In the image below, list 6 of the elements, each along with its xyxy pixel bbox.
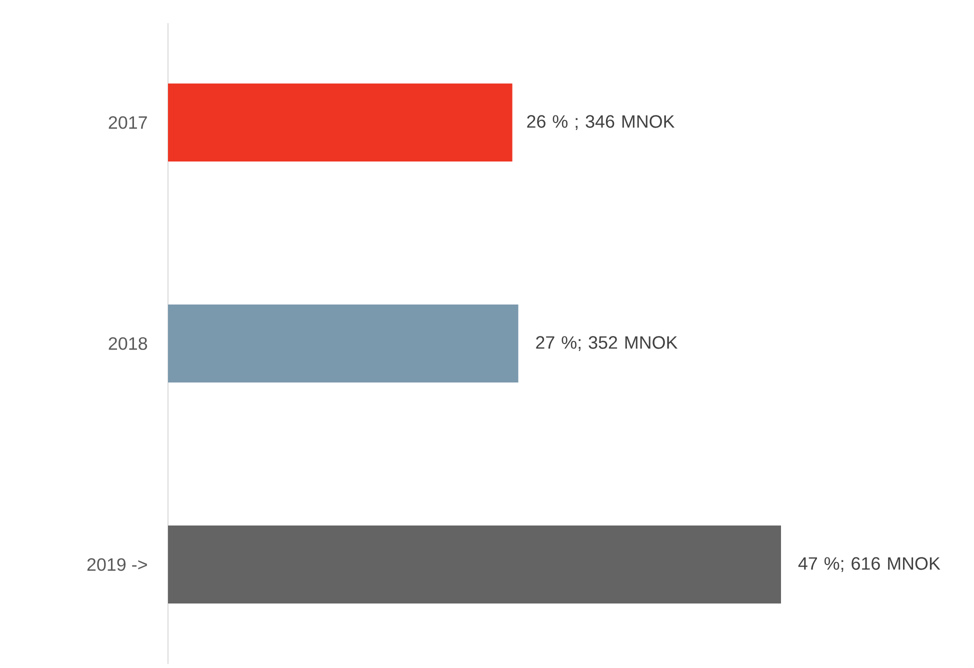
y-tick-label: 2017 <box>108 116 147 129</box>
data-label: 47 %; 616 MNOK <box>798 557 940 572</box>
y-tick-label: 2019 -> <box>87 558 147 571</box>
data-label: 26 % ; 346 MNOK <box>527 115 675 130</box>
data-label: 27 %; 352 MNOK <box>536 336 678 351</box>
y-tick-label: 2018 <box>108 337 148 350</box>
